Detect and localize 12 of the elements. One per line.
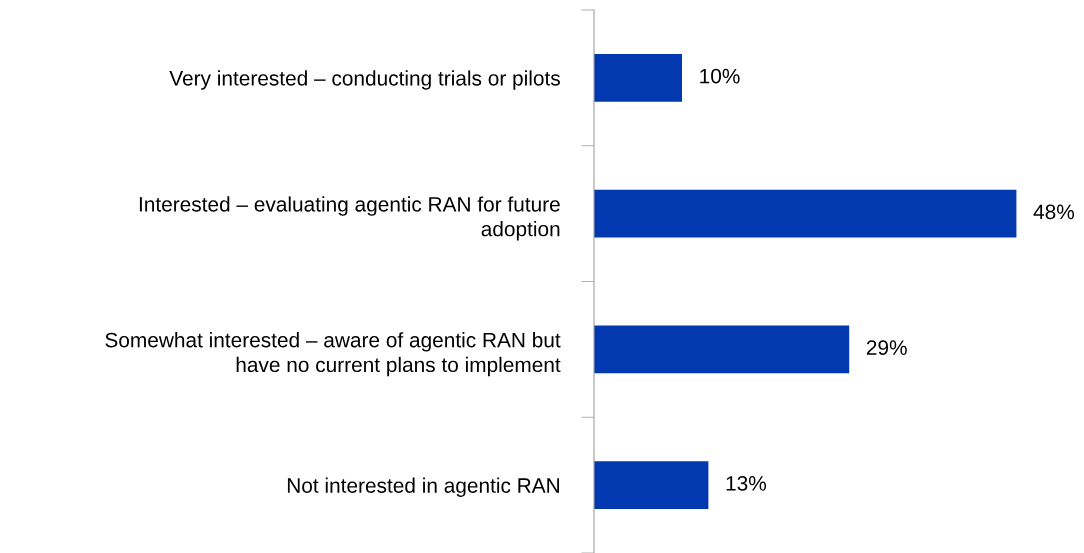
bar (594, 54, 682, 102)
y-tick-label: Interested – evaluating agentic RAN for future adoption (139, 196, 560, 241)
y-tick-label: Not interested in agentic RAN (287, 477, 559, 497)
bar (594, 325, 850, 374)
data-label: 48% (1033, 204, 1075, 220)
data-label: 13% (726, 475, 767, 491)
y-tick-label: Somewhat interested – aware of agentic RAN but have no current plans to implement (105, 332, 561, 377)
bar (594, 189, 1017, 238)
y-tick-label: Very interested – conducting trials or pilots (169, 70, 560, 90)
data-label: 29% (866, 340, 907, 355)
data-label: 10% (700, 68, 740, 84)
bar (594, 461, 709, 509)
